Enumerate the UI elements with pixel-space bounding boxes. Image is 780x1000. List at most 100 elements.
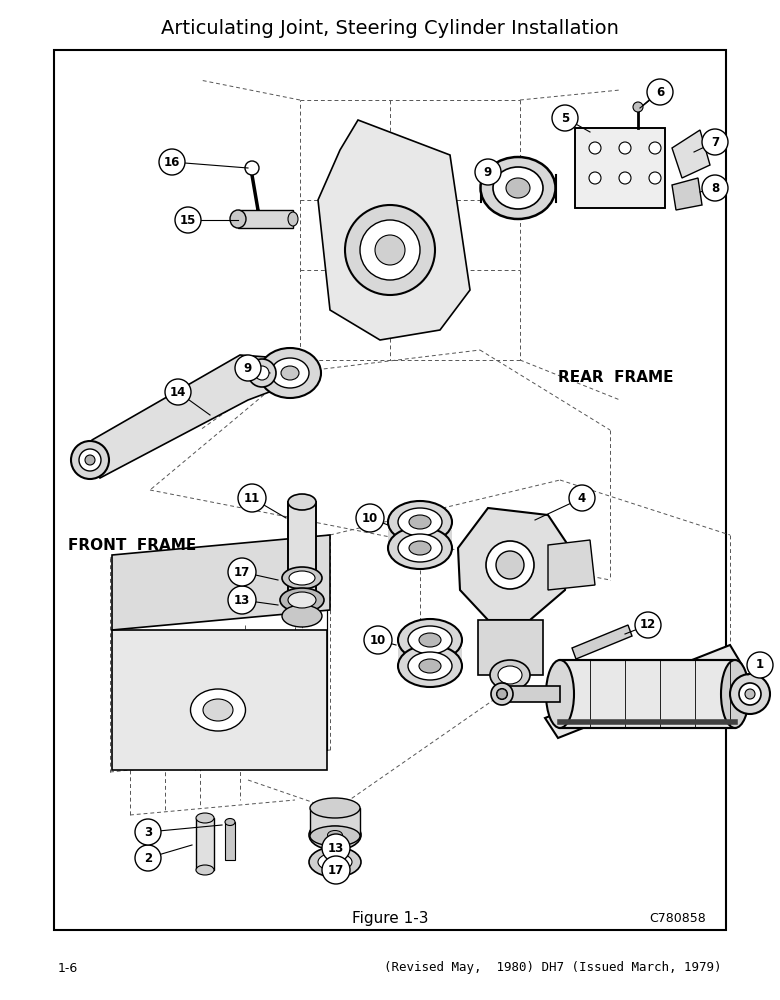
Ellipse shape: [310, 798, 360, 818]
Circle shape: [552, 105, 578, 131]
Ellipse shape: [375, 235, 405, 265]
Circle shape: [159, 149, 185, 175]
Ellipse shape: [190, 689, 246, 731]
Bar: [575, 128, 665, 208]
Ellipse shape: [360, 220, 420, 280]
Ellipse shape: [491, 683, 513, 705]
Text: 9: 9: [484, 165, 492, 178]
Ellipse shape: [490, 660, 530, 690]
Ellipse shape: [85, 455, 95, 465]
Ellipse shape: [419, 659, 441, 673]
Text: 12: 12: [640, 618, 656, 632]
Text: 13: 13: [328, 842, 344, 854]
Text: 10: 10: [370, 634, 386, 647]
Text: (Revised May,  1980) DH7 (Issued March, 1979): (Revised May, 1980) DH7 (Issued March, 1…: [385, 962, 722, 974]
Text: 14: 14: [170, 385, 186, 398]
Ellipse shape: [486, 541, 534, 589]
Ellipse shape: [318, 853, 352, 871]
Ellipse shape: [289, 571, 315, 585]
Polygon shape: [458, 508, 570, 620]
Circle shape: [635, 612, 661, 638]
Ellipse shape: [409, 541, 431, 555]
Circle shape: [228, 586, 256, 614]
Circle shape: [322, 856, 350, 884]
Ellipse shape: [496, 551, 524, 579]
Ellipse shape: [310, 826, 360, 846]
Text: 9: 9: [244, 361, 252, 374]
Polygon shape: [545, 645, 742, 738]
Text: 1-6: 1-6: [58, 962, 78, 974]
Ellipse shape: [398, 534, 442, 562]
Ellipse shape: [288, 592, 316, 608]
Ellipse shape: [388, 527, 452, 569]
Circle shape: [235, 355, 261, 381]
Ellipse shape: [248, 359, 276, 387]
Circle shape: [633, 102, 643, 112]
Polygon shape: [672, 130, 710, 178]
Ellipse shape: [409, 515, 431, 529]
Polygon shape: [572, 625, 632, 659]
Text: Articulating Joint, Steering Cylinder Installation: Articulating Joint, Steering Cylinder In…: [161, 18, 619, 37]
Circle shape: [135, 845, 161, 871]
Text: Figure 1-3: Figure 1-3: [352, 910, 428, 926]
Ellipse shape: [203, 699, 233, 721]
Circle shape: [647, 79, 673, 105]
Ellipse shape: [255, 366, 269, 380]
Circle shape: [364, 626, 392, 654]
Ellipse shape: [497, 688, 508, 700]
Circle shape: [569, 485, 595, 511]
Text: 5: 5: [561, 111, 569, 124]
Text: 10: 10: [362, 512, 378, 524]
Bar: [238, 210, 293, 228]
Ellipse shape: [71, 441, 109, 479]
Ellipse shape: [480, 157, 555, 219]
Text: FRONT  FRAME: FRONT FRAME: [68, 538, 197, 552]
Circle shape: [356, 504, 384, 532]
Circle shape: [619, 142, 631, 154]
Circle shape: [228, 558, 256, 586]
Circle shape: [649, 142, 661, 154]
Ellipse shape: [419, 633, 441, 647]
Bar: [575, 128, 665, 208]
Ellipse shape: [245, 161, 259, 175]
Polygon shape: [112, 535, 330, 630]
Bar: [54, 50, 726, 930]
Text: C780858: C780858: [649, 912, 706, 924]
Ellipse shape: [259, 348, 321, 398]
Bar: [388, 530, 452, 548]
Bar: [225, 822, 235, 860]
Text: 8: 8: [711, 182, 719, 194]
Ellipse shape: [739, 683, 761, 705]
Ellipse shape: [318, 826, 352, 844]
Text: 4: 4: [578, 491, 586, 504]
Circle shape: [649, 172, 661, 184]
Text: 11: 11: [244, 491, 260, 504]
Circle shape: [589, 172, 601, 184]
Circle shape: [497, 689, 507, 699]
Circle shape: [619, 172, 631, 184]
Ellipse shape: [271, 358, 309, 388]
Bar: [502, 686, 560, 702]
Ellipse shape: [196, 865, 214, 875]
Ellipse shape: [225, 818, 235, 826]
Bar: [112, 630, 327, 770]
Text: REAR  FRAME: REAR FRAME: [558, 370, 673, 385]
Ellipse shape: [230, 210, 246, 228]
Circle shape: [702, 175, 728, 201]
Ellipse shape: [398, 619, 462, 661]
Bar: [560, 660, 735, 728]
Text: 1: 1: [756, 658, 764, 672]
Ellipse shape: [328, 830, 342, 840]
Text: 17: 17: [328, 863, 344, 876]
Bar: [310, 808, 360, 836]
Circle shape: [135, 819, 161, 845]
Ellipse shape: [345, 205, 435, 295]
Text: 13: 13: [234, 593, 250, 606]
Polygon shape: [318, 120, 470, 340]
Bar: [196, 818, 214, 870]
Ellipse shape: [546, 660, 574, 728]
Text: 7: 7: [711, 135, 719, 148]
Ellipse shape: [493, 167, 543, 209]
Bar: [288, 502, 316, 597]
Ellipse shape: [282, 567, 322, 589]
